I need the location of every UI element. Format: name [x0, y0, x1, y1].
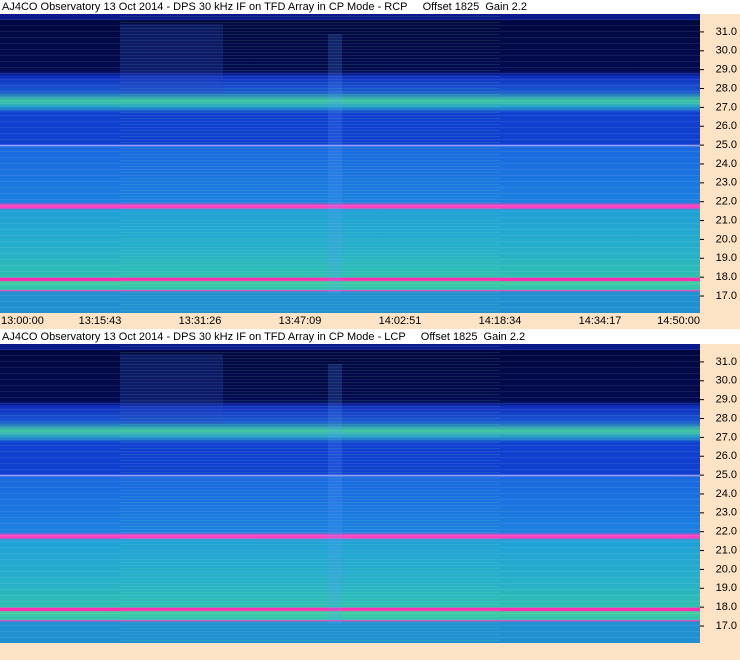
x-tick-label: 13:15:43	[79, 315, 122, 327]
x-tick-label: 13:31:26	[179, 315, 222, 327]
y-tick-label: 29.0	[716, 394, 737, 406]
title-bar	[0, 330, 740, 344]
x-tick-label: 14:18:34	[479, 315, 522, 327]
x-tick-label: 13:00:00	[1, 315, 44, 327]
y-tick-label: 23.0	[716, 177, 737, 189]
title-bar	[0, 0, 740, 14]
y-tick-label: 31.0	[716, 26, 737, 38]
y-tick-label: 26.0	[716, 120, 737, 132]
y-tick-label: 19.0	[716, 252, 737, 264]
y-tick-label: 27.0	[716, 101, 737, 113]
y-tick-label: 17.0	[716, 620, 737, 632]
y-tick-label: 20.0	[716, 233, 737, 245]
y-tick-label: 21.0	[716, 544, 737, 556]
y-tick-label: 29.0	[716, 64, 737, 76]
y-tick-label: 24.0	[716, 158, 737, 170]
y-tick-label: 18.0	[716, 601, 737, 613]
x-tick-label: 14:50:00	[657, 315, 700, 327]
time-strip	[0, 313, 740, 329]
burst-region	[120, 354, 223, 424]
y-tick-label: 19.0	[716, 582, 737, 594]
y-tick-label: 22.0	[716, 196, 737, 208]
y-tick-label: 30.0	[716, 375, 737, 387]
y-tick-label: 26.0	[716, 450, 737, 462]
time-strip	[0, 643, 740, 660]
panel-title: AJ4CO Observatory 13 Oct 2014 - DPS 30 k…	[2, 331, 525, 343]
y-tick-label: 27.0	[716, 431, 737, 443]
y-tick-label: 20.0	[716, 563, 737, 575]
y-tick-label: 25.0	[716, 469, 737, 481]
x-tick-label: 14:34:17	[579, 315, 622, 327]
axis-strip	[700, 14, 740, 313]
spectrogram-texture	[0, 14, 700, 313]
y-tick-label: 30.0	[716, 45, 737, 57]
y-tick-label: 31.0	[716, 356, 737, 368]
burst-column	[328, 34, 342, 294]
x-tick-label: 13:47:09	[279, 315, 322, 327]
axis-strip	[700, 344, 740, 643]
y-tick-label: 25.0	[716, 139, 737, 151]
y-tick-label: 23.0	[716, 507, 737, 519]
x-tick-label: 14:02:51	[379, 315, 422, 327]
y-tick-label: 28.0	[716, 412, 737, 424]
burst-column	[328, 364, 342, 624]
spectrogram-texture	[0, 344, 700, 643]
y-tick-label: 22.0	[716, 526, 737, 538]
y-tick-label: 24.0	[716, 488, 737, 500]
y-tick-label: 28.0	[716, 82, 737, 94]
burst-region	[120, 24, 223, 94]
y-tick-label: 21.0	[716, 214, 737, 226]
y-tick-label: 17.0	[716, 290, 737, 302]
y-tick-label: 18.0	[716, 271, 737, 283]
panel-title: AJ4CO Observatory 13 Oct 2014 - DPS 30 k…	[2, 1, 527, 13]
